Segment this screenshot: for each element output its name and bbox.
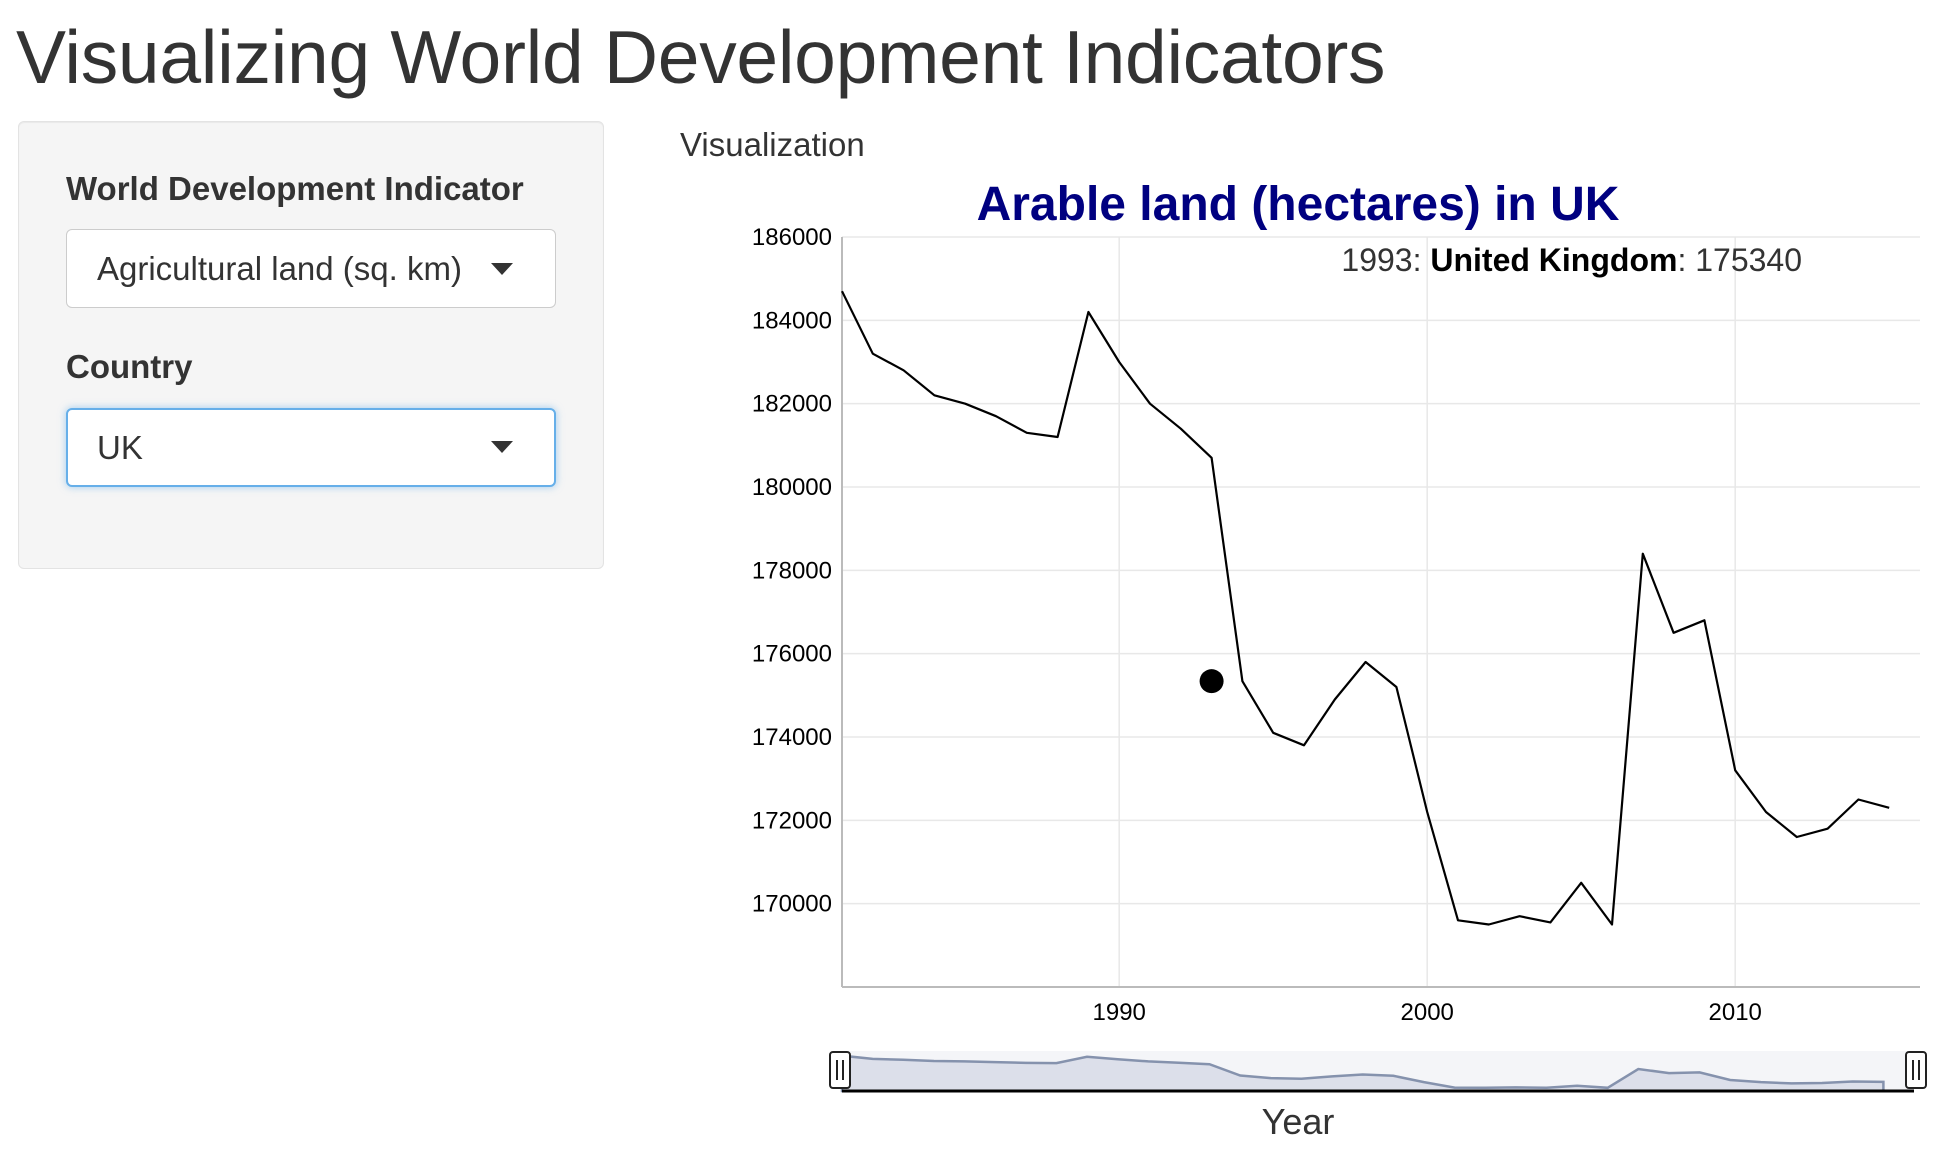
- y-tick-label: 176000: [752, 641, 832, 668]
- x-tick-label: 2010: [1709, 999, 1762, 1026]
- indicator-selected-value: Agricultural land (sq. km): [97, 250, 462, 287]
- visualization-label: Visualization: [680, 126, 865, 163]
- indicator-select[interactable]: Agricultural land (sq. km): [66, 229, 556, 308]
- y-tick-label: 170000: [752, 891, 832, 918]
- indicator-label: World Development Indicator: [66, 170, 524, 207]
- chart-title: Arable land (hectares) in UK: [977, 178, 1620, 231]
- y-tick-label: 184000: [752, 307, 832, 334]
- range-handle-left[interactable]: [829, 1051, 851, 1089]
- range-selector[interactable]: [829, 1051, 1927, 1093]
- legend-series-name: United Kingdom: [1430, 242, 1677, 278]
- country-label: Country: [66, 348, 193, 385]
- chevron-down-icon: [491, 441, 513, 453]
- legend-year: 1993: [1341, 242, 1412, 278]
- chart-legend: 1993: United Kingdom: 175340: [1341, 242, 1802, 278]
- y-tick-label: 182000: [752, 391, 832, 418]
- page-title: Visualizing World Development Indicators: [16, 15, 1386, 99]
- y-tick-label: 180000: [752, 474, 832, 501]
- y-tick-label: 174000: [752, 724, 832, 751]
- y-tick-label: 172000: [752, 807, 832, 834]
- legend-value: 175340: [1695, 242, 1802, 278]
- y-tick-label: 186000: [752, 224, 832, 251]
- x-axis-title: Year: [1262, 1101, 1335, 1142]
- country-select[interactable]: UK: [66, 408, 556, 487]
- sidebar-panel: World Development Indicator Agricultural…: [18, 121, 604, 569]
- highlight-point: [1199, 669, 1224, 694]
- chevron-down-icon: [491, 263, 513, 275]
- x-tick-label: 1990: [1093, 999, 1146, 1026]
- range-handle-right[interactable]: [1905, 1051, 1927, 1089]
- y-tick-label: 178000: [752, 557, 832, 584]
- country-selected-value: UK: [97, 429, 143, 466]
- x-tick-label: 2000: [1401, 999, 1454, 1026]
- range-selector-area: [840, 1054, 1885, 1093]
- series-line: [841, 290, 1890, 926]
